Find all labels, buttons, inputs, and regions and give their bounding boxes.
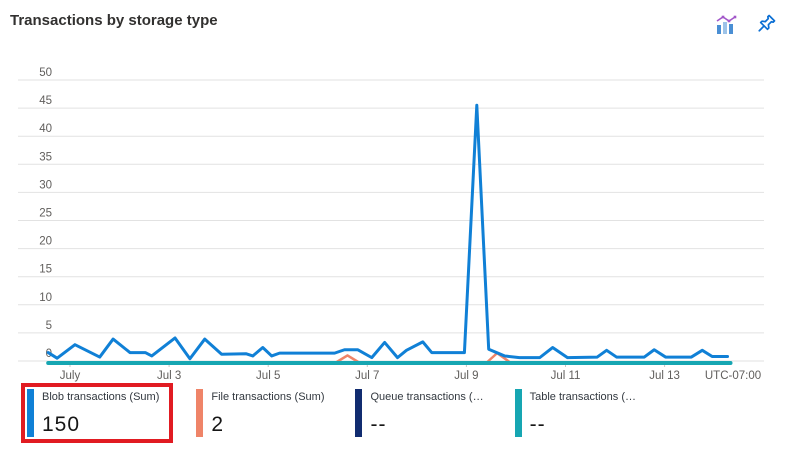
x-axis-label: Jul 5 [256, 370, 280, 382]
legend-value: 150 [42, 413, 81, 436]
y-axis-label: 30 [39, 179, 52, 191]
legend-item[interactable]: Table transactions (… -- [509, 383, 644, 443]
legend-label: Blob transactions (Sum) [42, 391, 160, 403]
legend-label: Queue transactions (… [370, 391, 484, 403]
y-axis-label: 45 [39, 95, 52, 107]
chart-title: Transactions by storage type [10, 12, 218, 29]
legend-color-bar [355, 389, 363, 437]
legend-label: Table transactions (… [529, 391, 636, 403]
y-axis-label: 5 [46, 320, 52, 332]
legend-item[interactable]: Blob transactions (Sum) 150 [21, 383, 174, 443]
y-axis-label: 20 [39, 236, 52, 248]
header-actions [713, 12, 779, 38]
y-axis-label: 40 [39, 123, 52, 135]
legend-item[interactable]: Queue transactions (… -- [349, 383, 491, 443]
chart-type-icon[interactable] [713, 12, 739, 38]
x-axis-label: Jul 7 [355, 370, 379, 382]
x-axis-timezone-label: UTC-07:00 [705, 370, 761, 382]
x-axis-label: Jul 11 [551, 370, 581, 382]
y-axis-label: 25 [39, 208, 52, 220]
x-axis-label: Jul 9 [454, 370, 478, 382]
y-axis-label: 50 [39, 67, 52, 79]
y-axis-label: 35 [39, 151, 52, 163]
legend-value: -- [370, 413, 387, 436]
legend-label: File transactions (Sum) [211, 391, 325, 403]
y-axis-label: 15 [39, 264, 52, 276]
pin-icon[interactable] [753, 12, 779, 38]
x-axis-label: Jul 13 [649, 370, 680, 382]
legend-value: -- [529, 413, 546, 436]
y-axis-label: 10 [39, 292, 52, 304]
legend-value: 2 [211, 413, 225, 436]
pin-icon-svg [758, 14, 776, 32]
legend-color-bar [514, 389, 522, 437]
series-line [46, 103, 730, 361]
legend-item[interactable]: File transactions (Sum) 2 [190, 383, 332, 443]
legend-color-bar [27, 389, 34, 437]
chart-type-icon-svg [716, 15, 737, 34]
legend-color-bar [196, 389, 204, 437]
x-axis-label: July [60, 370, 81, 382]
legend: Blob transactions (Sum) 150 File transac… [21, 383, 644, 443]
x-axis-label: Jul 3 [157, 370, 181, 382]
